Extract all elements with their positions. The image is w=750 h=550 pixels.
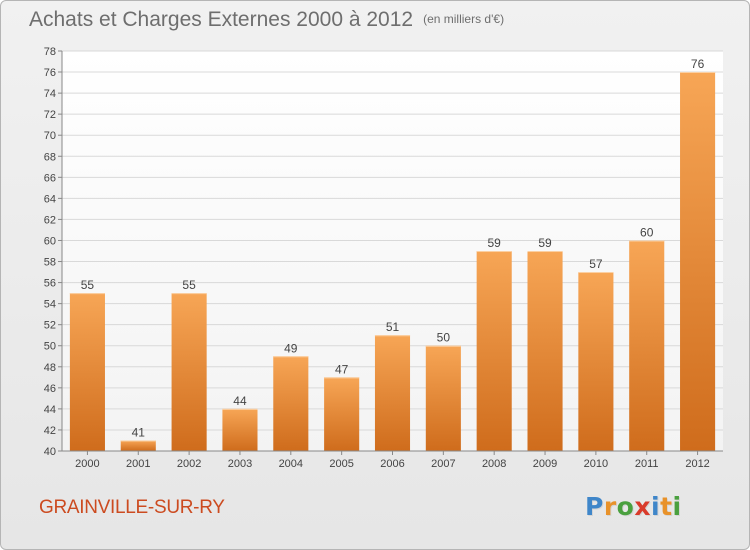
y-tick-label: 44	[44, 404, 56, 416]
data-label: 50	[437, 331, 451, 345]
y-tick-label: 66	[44, 172, 56, 184]
data-label: 49	[284, 341, 298, 355]
bar-2003	[222, 408, 258, 451]
data-label: 76	[691, 57, 705, 71]
data-label: 59	[538, 236, 552, 250]
bar-2009	[527, 251, 563, 451]
data-label: 59	[488, 236, 502, 250]
y-tick-label: 52	[44, 320, 56, 332]
x-tick-label: 2008	[482, 458, 506, 470]
y-axis-ticks: 40 42 44 46 48 50 52 54 56 58 60 62 64 66 68 70 72 74 76 78	[44, 46, 62, 458]
data-label: 44	[233, 394, 247, 408]
bar-2008	[476, 251, 512, 451]
data-label: 60	[640, 225, 654, 239]
bars	[69, 72, 716, 451]
data-label: 41	[132, 425, 146, 439]
data-labels: 55 41 55 44 49 47 51 50 59 59 57 60 76	[81, 57, 705, 439]
x-tick-label: 2012	[685, 458, 709, 470]
x-tick-label: 2004	[279, 458, 303, 470]
data-label: 55	[182, 278, 196, 292]
y-tick-label: 46	[44, 383, 56, 395]
bar-2001	[120, 440, 156, 451]
y-tick-label: 64	[44, 193, 56, 205]
y-tick-label: 58	[44, 257, 56, 269]
y-tick-label: 62	[44, 214, 56, 226]
y-tick-label: 50	[44, 341, 56, 353]
bar-2006	[374, 335, 411, 451]
x-tick-label: 2006	[380, 458, 404, 470]
y-tick-label: 42	[44, 425, 56, 437]
y-tick-label: 40	[44, 446, 56, 458]
y-tick-label: 54	[44, 299, 56, 311]
chart-title-text: Achats et Charges Externes 2000 à 2012	[29, 8, 414, 31]
x-tick-label: 2001	[126, 458, 150, 470]
y-tick-label: 74	[44, 88, 56, 100]
data-label: 55	[81, 278, 95, 292]
bar-2002	[171, 293, 207, 451]
proxiti-logo: Proxiti	[585, 492, 682, 521]
x-tick-label: 2011	[635, 458, 659, 470]
bar-2007	[425, 345, 461, 451]
bar-2010	[578, 272, 614, 451]
y-tick-label: 48	[44, 362, 56, 374]
x-tick-label: 2005	[329, 458, 353, 470]
bar-2012	[680, 72, 716, 451]
bar-2004	[273, 356, 309, 451]
data-label: 47	[335, 362, 349, 376]
x-tick-label: 2010	[584, 458, 608, 470]
chart-title: Achats et Charges Externes 2000 à 2012 (e…	[29, 8, 504, 32]
bar-2011	[629, 240, 665, 451]
y-tick-label: 56	[44, 278, 56, 290]
bar-2000	[69, 293, 105, 451]
y-tick-label: 78	[44, 46, 56, 58]
chart-unit: (en milliers d'€)	[423, 12, 505, 26]
data-label: 57	[589, 257, 603, 271]
x-tick-label: 2009	[533, 458, 557, 470]
x-tick-label: 2003	[228, 458, 252, 470]
x-axis-ticks: 2000 2001 2002 2003 2004 2005 2006 2007 2008 2009…	[75, 451, 710, 470]
data-label: 51	[386, 320, 400, 334]
y-tick-label: 72	[44, 109, 56, 121]
y-tick-label: 60	[44, 235, 56, 247]
y-tick-label: 76	[44, 67, 56, 79]
x-tick-label: 2000	[75, 458, 99, 470]
x-tick-label: 2007	[431, 458, 455, 470]
y-tick-label: 68	[44, 151, 56, 163]
bar-2005	[324, 377, 360, 451]
commune-name: GRAINVILLE-SUR-RY	[39, 497, 225, 518]
y-tick-label: 70	[44, 130, 56, 142]
x-tick-label: 2002	[177, 458, 201, 470]
